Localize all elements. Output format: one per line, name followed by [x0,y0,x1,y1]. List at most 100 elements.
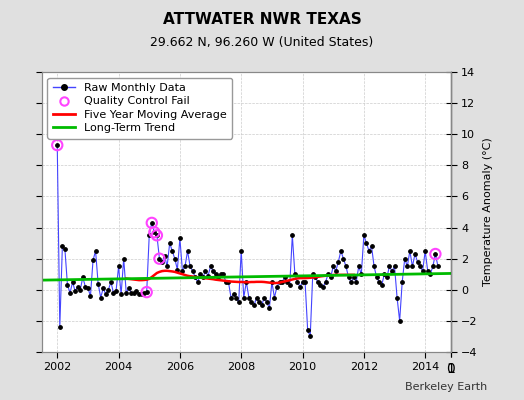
Point [362,240,370,246]
Point [339,256,347,262]
Point [367,243,376,250]
Point [186,263,194,270]
Point [406,248,414,254]
Point [193,279,202,285]
Point [183,248,192,254]
Point [112,288,120,294]
Point [365,248,373,254]
Point [314,279,322,285]
Point [160,252,169,259]
Point [201,268,210,274]
Point [255,299,263,306]
Point [199,274,207,280]
Text: ATTWATER NWR TEXAS: ATTWATER NWR TEXAS [162,12,362,27]
Point [232,294,241,301]
Point [352,279,361,285]
Point [396,318,404,324]
Point [375,279,384,285]
Point [216,271,225,278]
Point [296,284,304,290]
Point [347,279,355,285]
Point [355,263,363,270]
Point [206,263,215,270]
Point [191,274,200,280]
Point [342,263,350,270]
Point [293,279,302,285]
Point [145,232,154,238]
Point [242,279,250,285]
Point [79,274,87,280]
Point [286,282,294,288]
Point [53,142,61,148]
Point [140,290,148,296]
Point [411,251,419,257]
Point [245,294,253,301]
Point [421,248,429,254]
Point [423,268,432,274]
Point [96,294,105,301]
Point [181,263,189,270]
Point [326,274,335,280]
Point [275,279,283,285]
Point [283,279,291,285]
Point [247,299,256,306]
Point [311,274,320,280]
Point [298,279,307,285]
Point [58,243,67,250]
Point [214,274,222,280]
Point [171,256,179,262]
Point [344,274,353,280]
Point [309,271,317,278]
Point [373,274,381,280]
Point [104,286,113,293]
Point [117,291,125,298]
Point [388,268,396,274]
Point [260,294,268,301]
Point [419,268,427,274]
Point [73,284,82,290]
Point [383,274,391,280]
Point [107,279,115,285]
Point [130,290,138,296]
Point [227,294,235,301]
Point [166,240,174,246]
Point [212,271,220,278]
Point [398,279,407,285]
Point [61,246,69,252]
Point [250,302,258,308]
Point [178,268,187,274]
Point [278,279,286,285]
Point [148,220,156,226]
Point [334,258,343,265]
Point [265,305,274,312]
Point [152,232,161,238]
Point [393,294,401,301]
Point [270,294,279,301]
Point [378,282,386,288]
Point [429,263,437,270]
Text: 29.662 N, 96.260 W (United States): 29.662 N, 96.260 W (United States) [150,36,374,49]
Point [253,294,261,301]
Point [69,279,77,285]
Point [53,142,61,148]
Point [132,288,140,294]
Point [431,251,440,257]
Point [176,235,184,242]
Point [359,232,368,238]
Point [257,302,266,308]
Point [86,293,95,299]
Point [280,274,289,280]
Point [173,266,181,273]
Point [219,271,227,278]
Point [268,279,276,285]
Point [122,290,130,296]
Point [155,256,163,262]
Point [150,229,159,236]
Point [152,232,161,238]
Point [224,279,233,285]
Point [316,282,324,288]
Point [163,263,171,270]
Point [81,284,90,290]
Point [110,290,118,296]
Point [168,248,177,254]
